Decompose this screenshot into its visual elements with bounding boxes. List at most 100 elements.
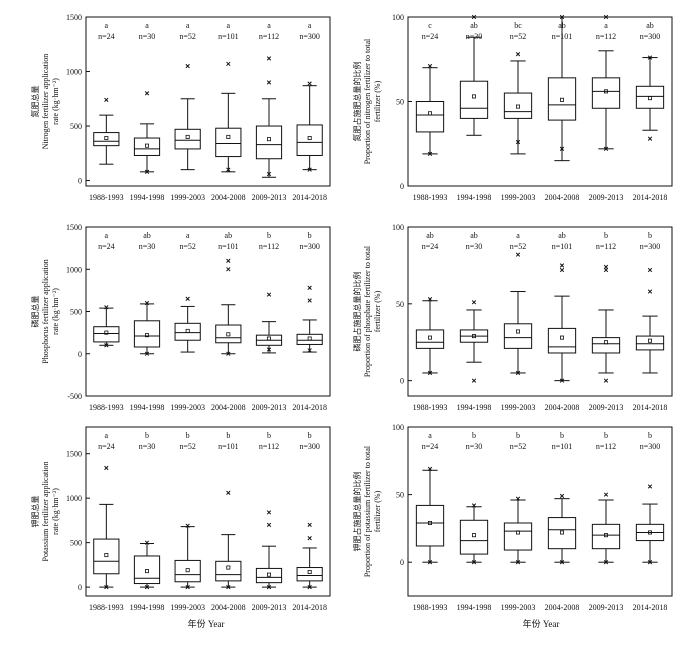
box-2014-2018 [296, 285, 323, 353]
box-outlier [266, 347, 272, 352]
box-mean [307, 569, 312, 574]
x-tick-label: 1994-1998 [457, 193, 492, 202]
box-2014-2018 [635, 484, 665, 565]
box-outlier [559, 560, 565, 565]
box-outlier [144, 91, 150, 96]
box-outlier [647, 267, 653, 273]
box-2004-2008 [547, 14, 577, 162]
x-tick-label: 2014-2018 [292, 403, 327, 412]
panel-k-prop: 0 50 100 钾肥占施肥总量的比例 Proportion of potassium … [352, 423, 673, 612]
panel-n-rate: 0 500 1000 1500 氮肥总量 Nitrogen fertilizer appl… [30, 13, 331, 202]
x-tick-label: 1994-1998 [130, 193, 165, 202]
y-tick-label: 1500 [66, 13, 82, 22]
box-1994-1998 [133, 300, 161, 356]
significance-letter: a [516, 231, 520, 240]
box-mean [144, 143, 149, 148]
box-iqr [591, 337, 621, 354]
box-iqr [296, 333, 323, 345]
box-outlier [427, 560, 433, 565]
y-axis-title: 磷肥占施肥总量的比例 [352, 272, 362, 352]
box-outlier [307, 536, 312, 541]
box-iqr [547, 77, 577, 121]
x-tick-label: 2014-2018 [292, 193, 327, 202]
box-mean [266, 572, 271, 577]
box-iqr [215, 324, 242, 344]
box-outlier [307, 167, 312, 172]
box-1994-1998 [459, 14, 489, 136]
significance-letter: b [267, 231, 271, 240]
box-mean [560, 530, 565, 535]
significance-letter: b [648, 431, 652, 440]
significance-letter: a [308, 21, 312, 30]
significance-letter: b [648, 231, 652, 240]
significance-letter: a [428, 431, 432, 440]
significance-letter: ab [225, 231, 233, 240]
significance-letter: b [604, 231, 608, 240]
box-outlier [515, 52, 521, 57]
box-outlier [104, 343, 109, 348]
x-tick-label: 1999-2003 [170, 193, 205, 202]
sample-size-label: n=52 [510, 32, 527, 41]
box-iqr [215, 560, 242, 582]
box-outlier [471, 503, 477, 508]
box-2009-2013 [591, 264, 621, 383]
y-tick-label: 1500 [66, 223, 82, 232]
box-outlier [603, 146, 609, 151]
box-mean [516, 104, 521, 109]
significance-letter: ab [558, 21, 566, 30]
sample-size-label: n=300 [640, 32, 661, 41]
box-outlier [647, 289, 653, 294]
y-tick-label: 1000 [66, 68, 82, 77]
box-mean [471, 94, 476, 99]
box-outlier [104, 97, 109, 103]
box-iqr [459, 519, 489, 555]
box-outlier [427, 151, 433, 157]
box-outlier [266, 292, 272, 297]
box-outlier [559, 146, 565, 151]
box-1988-1993 [415, 63, 445, 157]
x-tick-label: 1999-2003 [170, 603, 205, 612]
significance-letter: b [472, 431, 476, 440]
significance-letter: b [226, 431, 230, 440]
box-iqr [503, 323, 533, 349]
y-axis-title: rate (kg·hm⁻²) [51, 288, 60, 335]
box-outlier [515, 370, 521, 376]
sample-size-label: n=52 [179, 242, 196, 251]
y-axis-title: 氮肥占施肥总量的比例 [352, 62, 362, 142]
panel-k-rate: 0 500 1000 1500 钾肥总量 Potassium fertilizer app… [30, 426, 331, 612]
sample-size-label: n=30 [139, 32, 156, 41]
box-mean [307, 336, 312, 341]
box-iqr [415, 101, 445, 133]
x-tick-label: 2004-2008 [211, 193, 246, 202]
significance-letter: ab [558, 231, 566, 240]
x-axis-label-right: 年份 Year [523, 618, 560, 629]
box-outlier [307, 584, 312, 590]
x-tick-label: 2014-2018 [633, 603, 668, 612]
sample-size-label: n=24 [98, 242, 115, 251]
x-tick-label: 2009-2013 [589, 193, 624, 202]
sample-size-label: n=112 [596, 242, 616, 251]
box-mean [226, 565, 231, 570]
box-outlier [647, 55, 653, 60]
box-1988-1993 [93, 305, 120, 348]
box-iqr [255, 567, 283, 584]
significance-letter: a [267, 21, 271, 30]
plot-frame [85, 16, 331, 187]
x-tick-label: 2004-2008 [545, 603, 580, 612]
box-mean [648, 96, 653, 101]
y-tick-label: 0 [78, 350, 82, 359]
box-outlier [647, 560, 653, 565]
y-axis-title: fertilizer (%) [373, 80, 382, 122]
significance-letter: c [428, 21, 432, 30]
x-tick-label: 1999-2003 [501, 193, 536, 202]
box-2014-2018 [296, 81, 323, 172]
sample-size-label: n=112 [259, 442, 279, 451]
box-mean [471, 334, 476, 339]
box-1988-1993 [93, 97, 120, 165]
box-outlier [427, 466, 433, 472]
y-tick-label: 0 [78, 583, 82, 592]
box-1988-1993 [415, 466, 445, 565]
sample-size-label: n=30 [466, 32, 483, 41]
box-mean [471, 533, 476, 538]
box-outlier [471, 14, 477, 20]
